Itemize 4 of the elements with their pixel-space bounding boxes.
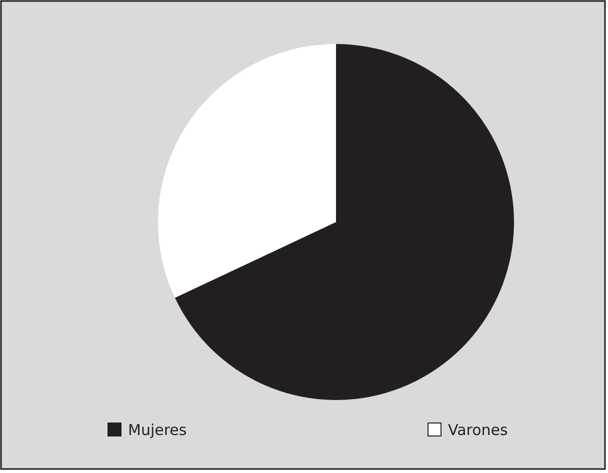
legend-label: Mujeres [128, 421, 187, 439]
pie-slice [174, 44, 514, 400]
legend-label: Varones [448, 421, 508, 439]
pie-slice [158, 44, 336, 298]
